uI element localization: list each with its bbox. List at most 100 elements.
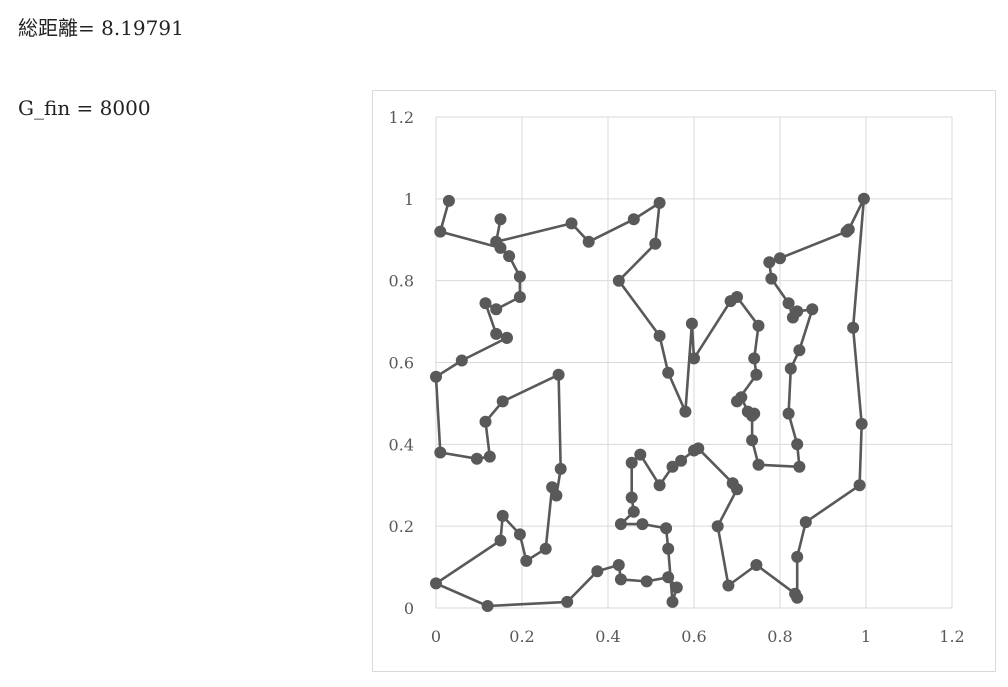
x-tick-label: 0.6 — [681, 627, 706, 646]
tour-point — [765, 272, 778, 285]
tour-point — [496, 395, 509, 408]
tour-point — [653, 479, 666, 492]
g-fin-label: G_fin = 8000 — [18, 96, 151, 120]
tour-point — [662, 366, 675, 379]
tour-point — [649, 237, 662, 250]
tour-point — [662, 542, 675, 555]
tour-point — [636, 518, 649, 531]
tour-point — [513, 270, 526, 283]
tour-point — [722, 579, 735, 592]
tour-point — [847, 321, 860, 334]
tour-point — [434, 225, 447, 238]
tour-point — [791, 550, 804, 563]
x-tick-label: 0.2 — [509, 627, 534, 646]
tour-chart: 0 0.2 0.4 0.6 0.8 1 1.2 0 0.2 0.4 0.6 0.8 1 1.2 — [372, 90, 996, 672]
tour-point — [430, 577, 442, 590]
y-tick-label: 0.8 — [389, 272, 414, 291]
tour-point — [442, 194, 455, 207]
tour-point — [782, 407, 795, 420]
tour-point — [634, 448, 647, 461]
tour-point — [503, 250, 516, 263]
tour-point — [752, 458, 765, 471]
x-tick-label: 0.4 — [595, 627, 620, 646]
tour-point — [496, 509, 509, 522]
tour-point — [692, 442, 705, 455]
x-tick-label: 0 — [431, 627, 441, 646]
tour-point — [591, 565, 604, 578]
tour-point — [748, 352, 761, 365]
tour-point — [752, 319, 765, 332]
tour-point — [490, 327, 503, 340]
tour-point — [612, 559, 625, 571]
tour-point — [793, 460, 806, 473]
tour-point — [784, 362, 797, 375]
tour-point — [500, 331, 513, 344]
tour-point — [763, 256, 776, 269]
tour-point — [494, 213, 507, 226]
tour-point — [561, 595, 574, 608]
tour-point — [685, 317, 698, 330]
tour-point — [853, 479, 866, 492]
tour-point — [666, 460, 679, 473]
y-tick-label: 1.2 — [389, 108, 414, 127]
tour-point — [670, 581, 683, 594]
tour-point — [791, 438, 804, 451]
tour-point — [711, 520, 724, 533]
tour-point — [750, 559, 763, 571]
y-tick-label: 0.2 — [389, 517, 414, 536]
tour-point — [539, 542, 552, 555]
tour-point — [731, 395, 743, 408]
tour-point — [612, 274, 625, 287]
tour-point — [479, 297, 492, 310]
tour-point — [552, 368, 565, 381]
tour-point — [791, 305, 804, 318]
tour-point — [627, 213, 640, 226]
tour-point — [855, 417, 868, 430]
tour-point — [653, 329, 666, 342]
tour-point — [582, 235, 595, 248]
tour-point — [520, 554, 533, 567]
tour-point — [490, 235, 503, 248]
tour-point — [513, 528, 526, 541]
total-distance-label: 総距離= 8.19791 — [18, 16, 184, 40]
tour-point — [857, 192, 870, 205]
tour-point — [625, 456, 638, 469]
tour-point — [490, 303, 503, 316]
tour-point — [640, 575, 653, 588]
x-tick-label: 1 — [861, 627, 871, 646]
y-tick-label: 0.6 — [389, 354, 414, 373]
tour-point — [554, 462, 567, 475]
tour-point — [793, 344, 806, 357]
tour-points — [430, 192, 870, 612]
y-tick-label: 1 — [404, 190, 414, 209]
tour-point — [481, 600, 494, 612]
tour-point — [614, 573, 627, 586]
tour-point — [625, 491, 638, 504]
tour-point — [791, 591, 804, 604]
tour-point — [741, 405, 754, 418]
tour-point — [660, 522, 673, 535]
tour-point — [455, 354, 468, 367]
tour-point — [470, 452, 483, 465]
tour-point — [679, 405, 692, 418]
tour-point — [513, 291, 526, 303]
tour-point — [806, 303, 819, 316]
tour-point — [430, 370, 442, 383]
tour-point — [782, 297, 795, 310]
tour-point — [750, 368, 763, 381]
y-tick-label: 0 — [404, 599, 414, 618]
x-tick-label: 0.8 — [767, 627, 792, 646]
tour-point — [494, 534, 507, 547]
chart-border — [372, 90, 996, 672]
tour-point — [434, 446, 447, 459]
tour-point — [731, 483, 743, 496]
tour-point — [746, 434, 759, 447]
tour-point — [546, 481, 559, 494]
tour-point — [483, 450, 496, 463]
tour-point — [479, 415, 492, 428]
x-tick-label: 1.2 — [939, 627, 964, 646]
tour-point — [653, 196, 666, 209]
tour-point — [724, 295, 737, 308]
tour-point — [840, 225, 853, 238]
tour-point — [565, 217, 578, 230]
